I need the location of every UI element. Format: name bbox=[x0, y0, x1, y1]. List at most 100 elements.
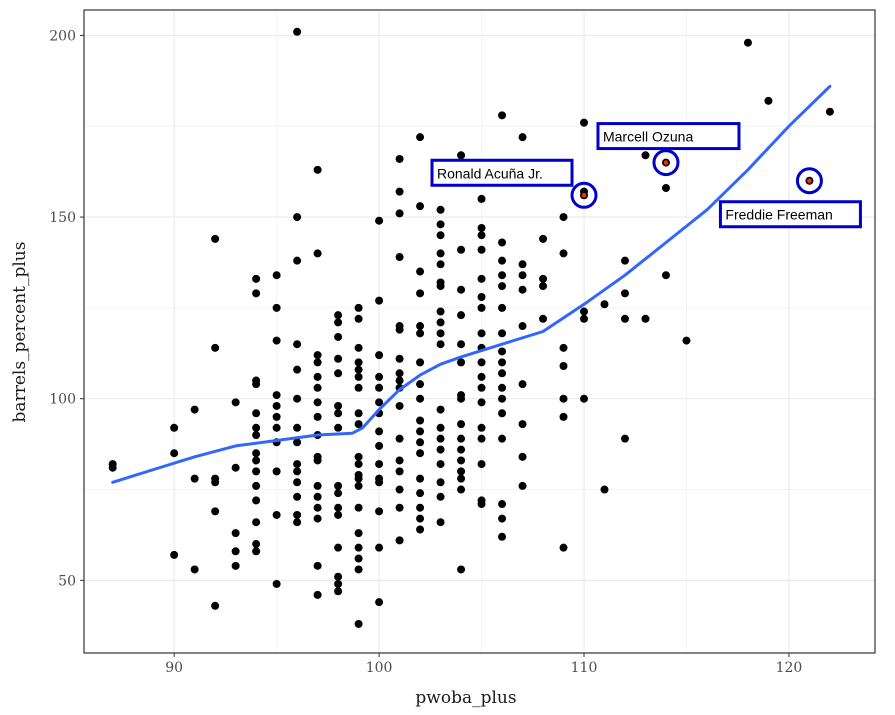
data-point bbox=[539, 234, 548, 243]
y-tick-label: 200 bbox=[49, 28, 76, 44]
data-point bbox=[293, 256, 302, 265]
data-point bbox=[395, 253, 404, 262]
data-point bbox=[108, 460, 117, 469]
data-point bbox=[457, 456, 466, 465]
data-point bbox=[313, 561, 322, 570]
data-point bbox=[436, 220, 445, 229]
data-point bbox=[641, 151, 650, 160]
data-point bbox=[170, 423, 179, 432]
data-point bbox=[416, 322, 425, 331]
data-point bbox=[252, 467, 261, 476]
player-label: Freddie Freeman bbox=[725, 207, 832, 223]
data-point bbox=[477, 423, 486, 432]
data-point bbox=[477, 231, 486, 240]
data-point bbox=[190, 405, 199, 414]
data-point bbox=[477, 274, 486, 283]
data-point bbox=[252, 518, 261, 527]
data-point bbox=[395, 325, 404, 334]
data-point bbox=[354, 565, 363, 574]
data-point bbox=[313, 481, 322, 490]
data-point bbox=[375, 598, 384, 607]
data-point bbox=[313, 398, 322, 407]
data-point bbox=[170, 449, 179, 458]
data-point bbox=[375, 351, 384, 360]
data-point bbox=[252, 274, 261, 283]
data-point bbox=[252, 380, 261, 389]
data-point bbox=[293, 510, 302, 519]
data-point bbox=[395, 485, 404, 494]
data-point bbox=[436, 282, 445, 291]
data-point bbox=[620, 256, 629, 265]
data-point bbox=[252, 289, 261, 298]
data-point bbox=[375, 372, 384, 381]
data-point bbox=[252, 456, 261, 465]
data-point bbox=[395, 209, 404, 218]
data-point bbox=[559, 362, 568, 371]
data-point bbox=[457, 565, 466, 574]
data-point bbox=[354, 619, 363, 628]
data-point bbox=[457, 358, 466, 367]
data-point bbox=[272, 401, 281, 410]
data-point bbox=[395, 434, 404, 443]
data-point bbox=[375, 398, 384, 407]
data-point bbox=[498, 238, 507, 247]
data-point bbox=[211, 507, 220, 516]
data-point bbox=[272, 271, 281, 280]
data-point bbox=[395, 536, 404, 545]
x-axis-title: pwoba_plus bbox=[415, 688, 516, 708]
data-point bbox=[395, 467, 404, 476]
data-point bbox=[231, 561, 240, 570]
data-point bbox=[334, 369, 343, 378]
data-point bbox=[600, 485, 609, 494]
data-point bbox=[457, 311, 466, 320]
data-point bbox=[313, 165, 322, 174]
data-point bbox=[416, 416, 425, 425]
data-point bbox=[395, 456, 404, 465]
data-point bbox=[477, 358, 486, 367]
data-point bbox=[334, 311, 343, 320]
data-point bbox=[416, 438, 425, 447]
data-point bbox=[477, 329, 486, 338]
data-point bbox=[436, 405, 445, 414]
data-point bbox=[334, 503, 343, 512]
data-point bbox=[416, 329, 425, 338]
data-point bbox=[375, 460, 384, 469]
data-point bbox=[580, 394, 589, 403]
data-point bbox=[313, 351, 322, 360]
data-point bbox=[170, 550, 179, 559]
data-point bbox=[293, 492, 302, 501]
data-point bbox=[539, 314, 548, 323]
data-point bbox=[354, 474, 363, 483]
data-point bbox=[457, 394, 466, 403]
data-point bbox=[498, 409, 507, 418]
data-point bbox=[272, 467, 281, 476]
data-point bbox=[559, 343, 568, 352]
data-point bbox=[457, 434, 466, 443]
data-point bbox=[395, 401, 404, 410]
data-point bbox=[313, 514, 322, 523]
data-point bbox=[682, 336, 691, 345]
data-point bbox=[272, 579, 281, 588]
data-point bbox=[416, 449, 425, 458]
data-point bbox=[293, 460, 302, 469]
data-point bbox=[334, 572, 343, 581]
data-point bbox=[436, 423, 445, 432]
data-point bbox=[580, 314, 589, 323]
data-point bbox=[334, 543, 343, 552]
data-point bbox=[436, 518, 445, 527]
data-point bbox=[334, 401, 343, 410]
data-point bbox=[190, 565, 199, 574]
player-label-box bbox=[718, 200, 862, 229]
data-point bbox=[498, 329, 507, 338]
data-point bbox=[354, 383, 363, 392]
data-point bbox=[395, 154, 404, 163]
data-point bbox=[661, 184, 670, 193]
data-point bbox=[354, 452, 363, 461]
data-point bbox=[313, 503, 322, 512]
data-point bbox=[457, 285, 466, 294]
data-point bbox=[334, 587, 343, 596]
data-point bbox=[395, 369, 404, 378]
data-point bbox=[416, 514, 425, 523]
data-point bbox=[375, 383, 384, 392]
highlight-ring bbox=[652, 149, 680, 177]
